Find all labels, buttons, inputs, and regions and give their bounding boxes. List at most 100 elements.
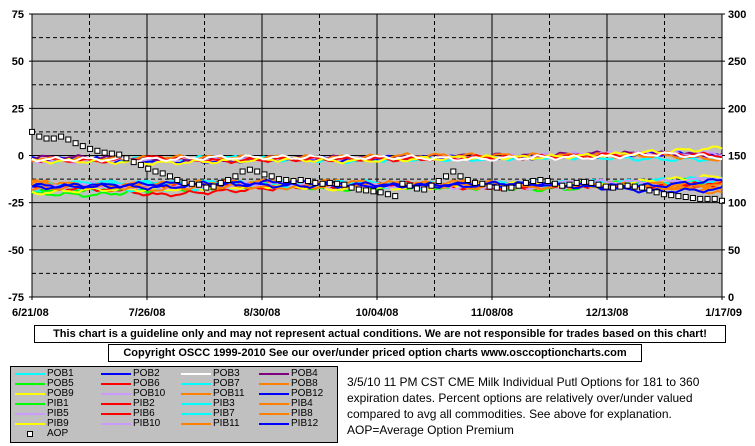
legend-label: POB10 bbox=[133, 388, 166, 399]
legend-item-pob4: POB4 bbox=[259, 369, 318, 379]
legend-item-pob6: POB6 bbox=[101, 379, 160, 389]
aop-point bbox=[123, 155, 130, 162]
legend-label: POB11 bbox=[213, 388, 245, 399]
aop-point bbox=[319, 180, 326, 187]
legend-label: POB9 bbox=[47, 388, 74, 399]
aop-point bbox=[58, 133, 65, 140]
legend-label: PIB11 bbox=[213, 418, 240, 429]
legend-swatch bbox=[259, 383, 289, 385]
y-right-tick-label: 200 bbox=[728, 103, 746, 115]
legend-item-pib11: PIB11 bbox=[181, 419, 240, 429]
y-right-tick-label: 150 bbox=[728, 151, 746, 163]
legend-item-pib1: PIB1 bbox=[15, 399, 69, 409]
aop-point bbox=[675, 193, 682, 200]
legend-item-pob9: POB9 bbox=[15, 389, 74, 399]
y-left-tick-label: 25 bbox=[12, 103, 24, 115]
aop-point bbox=[457, 173, 464, 180]
description-line: expiration dates. Percent options are re… bbox=[347, 391, 693, 405]
legend-item-pob12: POB12 bbox=[259, 389, 323, 399]
aop-point bbox=[530, 178, 537, 184]
legend-swatch bbox=[15, 373, 45, 375]
legend-swatch bbox=[259, 413, 289, 415]
aop-point bbox=[137, 161, 144, 168]
aop-point bbox=[174, 177, 181, 183]
legend-label: POB7 bbox=[213, 378, 240, 389]
legend-label: PIB9 bbox=[47, 418, 69, 429]
legend-label: PIB6 bbox=[133, 408, 155, 419]
aop-point bbox=[341, 181, 348, 188]
aop-point bbox=[312, 179, 319, 186]
x-tick-label: 7/26/08 bbox=[129, 307, 166, 319]
legend-item-pob3: POB3 bbox=[181, 369, 240, 379]
legend-swatch bbox=[15, 393, 45, 395]
aop-point bbox=[515, 182, 522, 189]
legend-swatch bbox=[181, 393, 211, 395]
legend-label: PIB4 bbox=[291, 398, 313, 409]
legend-label: PIB12 bbox=[291, 418, 319, 429]
aop-point bbox=[79, 143, 86, 150]
aop-point bbox=[363, 187, 370, 194]
aop-point bbox=[646, 187, 653, 194]
aop-series bbox=[29, 128, 725, 204]
y-right-tick-label: 0 bbox=[728, 292, 734, 304]
aop-point bbox=[101, 149, 108, 156]
legend-swatch bbox=[15, 383, 45, 385]
aop-point bbox=[697, 195, 704, 202]
aop-point bbox=[334, 180, 341, 187]
aop-point bbox=[305, 178, 311, 184]
aop-point bbox=[232, 173, 239, 180]
legend-label: PIB2 bbox=[133, 398, 155, 409]
aop-point bbox=[29, 128, 35, 135]
y-left-tick-label: 50 bbox=[12, 56, 24, 68]
aop-point bbox=[43, 135, 50, 142]
x-tick-label: 1/17/09 bbox=[705, 307, 742, 319]
aop-point bbox=[203, 184, 210, 191]
aop-point bbox=[290, 178, 297, 184]
legend-swatch bbox=[15, 423, 45, 425]
chart-description: 3/5/10 11 PM CST CME Milk Individual Put… bbox=[347, 374, 747, 438]
x-tick-label: 12/13/08 bbox=[586, 307, 629, 319]
legend-swatch bbox=[181, 413, 211, 415]
legend-item-pob11: POB11 bbox=[181, 389, 245, 399]
aop-point bbox=[254, 168, 261, 175]
aop-point bbox=[602, 183, 609, 190]
aop-point bbox=[145, 165, 152, 172]
legend-item-pib8: PIB8 bbox=[259, 409, 313, 419]
legend-item-pib6: PIB6 bbox=[101, 409, 155, 419]
aop-point bbox=[668, 192, 675, 199]
aop-point bbox=[479, 180, 486, 187]
aop-point bbox=[283, 177, 290, 183]
legend-swatch bbox=[101, 403, 131, 405]
aop-point bbox=[588, 179, 595, 186]
aop-point bbox=[493, 184, 500, 191]
aop-point bbox=[435, 178, 442, 184]
description-line: AOP=Average Option Premium bbox=[347, 423, 514, 437]
aop-point bbox=[682, 194, 689, 200]
aop-point bbox=[566, 181, 573, 188]
aop-point bbox=[522, 179, 529, 186]
aop-point bbox=[152, 168, 159, 175]
legend-swatch bbox=[181, 373, 211, 375]
legend-item-pob10: POB10 bbox=[101, 389, 165, 399]
aop-point bbox=[246, 166, 253, 173]
legend-swatch bbox=[259, 393, 289, 395]
y-axis-right: 300 250 200 150 100 50 0 bbox=[722, 9, 746, 304]
aop-point bbox=[544, 178, 551, 184]
aop-point bbox=[704, 195, 711, 202]
y-right-tick-label: 300 bbox=[728, 9, 746, 21]
aop-point bbox=[94, 147, 101, 154]
aop-point bbox=[581, 178, 587, 185]
x-tick-label: 10/04/08 bbox=[356, 307, 399, 319]
y-axis-left: 75 50 25 0 -25 -50 -75 bbox=[8, 9, 32, 304]
aop-point bbox=[167, 173, 173, 180]
aop-point bbox=[624, 182, 631, 189]
aop-point bbox=[711, 195, 718, 202]
aop-point bbox=[65, 136, 72, 143]
disclaimer-banner: This chart is a guideline only and may n… bbox=[34, 325, 726, 343]
aop-point bbox=[689, 195, 696, 201]
legend-label: PIB8 bbox=[291, 408, 313, 419]
legend-item-pib5: PIB5 bbox=[15, 409, 69, 419]
legend-label: PIB1 bbox=[47, 398, 69, 409]
legend-item-pib2: PIB2 bbox=[101, 399, 155, 409]
legend-swatch bbox=[181, 403, 211, 405]
